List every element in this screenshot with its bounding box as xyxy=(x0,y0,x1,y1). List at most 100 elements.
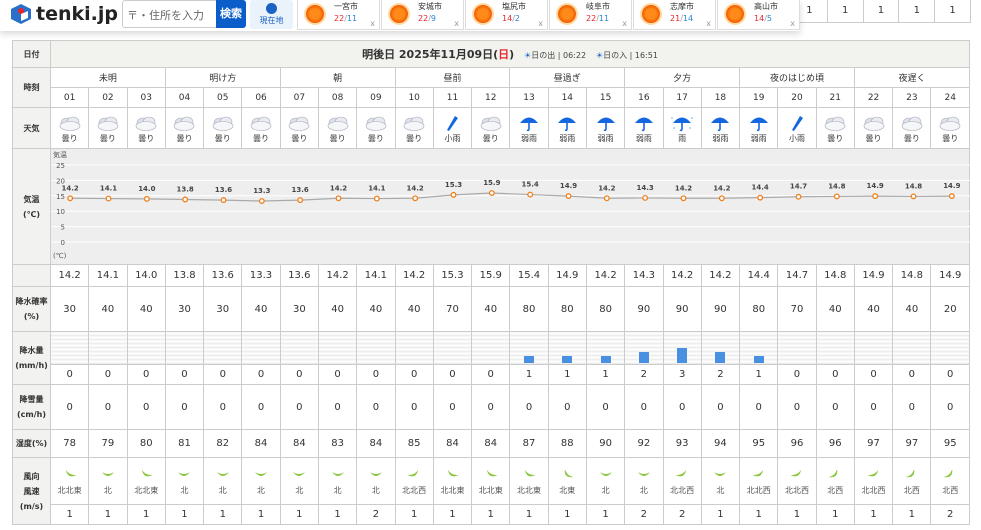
temp-value-cell: 14.2 xyxy=(700,264,741,287)
favorite-city-card[interactable]: 岐阜市 22/11 x xyxy=(549,0,632,30)
wind-dir-cell: 北東 xyxy=(547,457,587,505)
y-axis-title: 気温 xyxy=(53,150,67,159)
wind-dir-text: 北 xyxy=(218,485,227,495)
remove-favorite-button[interactable]: x xyxy=(622,19,627,28)
favorite-city-card[interactable]: 一宮市 22/11 x xyxy=(297,0,380,30)
temperature-data-label: 13.3 xyxy=(253,187,270,195)
precip-value-cell: 0 xyxy=(815,364,855,385)
temp-value-cell: 13.6 xyxy=(203,264,243,287)
precip-prob-cell: 90 xyxy=(662,286,702,332)
temperature-data-label: 13.8 xyxy=(177,185,194,193)
snow-cell: 0 xyxy=(815,384,855,430)
search-input[interactable]: 〒・住所を入力 xyxy=(122,0,217,28)
weather-text: 曇り xyxy=(214,133,231,143)
temp-value-cell: 13.6 xyxy=(279,264,319,287)
precip-bar-cell xyxy=(815,331,855,365)
remove-favorite-button[interactable]: x xyxy=(370,19,375,28)
wind-direction-icon xyxy=(828,469,838,477)
remove-favorite-button[interactable]: x xyxy=(790,19,795,28)
row-label-text: 時刻 xyxy=(23,83,40,92)
humidity-cell: 78 xyxy=(49,429,90,458)
temperature-point xyxy=(757,194,764,201)
row-label: 気温 (℃) xyxy=(12,148,51,265)
temp-value-cell: 15.3 xyxy=(432,264,473,287)
wind-speed-cell: 1 xyxy=(432,504,473,525)
precip-bar-cell xyxy=(49,331,90,365)
umbrella-icon xyxy=(596,117,615,131)
weather-cell: 曇り xyxy=(394,107,434,149)
wind-direction-icon xyxy=(65,469,77,476)
humidity-cell: 93 xyxy=(662,429,702,458)
wind-speed-cell: 1 xyxy=(585,504,626,525)
wind-speed-cell: 1 xyxy=(279,504,319,525)
precip-bar-cell xyxy=(126,331,166,365)
precip-value-cell: 0 xyxy=(471,364,511,385)
temperature-data-label: 14.3 xyxy=(637,184,654,192)
temperature-point xyxy=(182,196,189,203)
weather-text: 小雨 xyxy=(788,133,805,143)
hour-cell: 20 xyxy=(777,87,817,108)
wind-dir-cell: 北 xyxy=(203,457,243,505)
temp-value-cell: 15.9 xyxy=(471,264,511,287)
wind-dir-text: 北東 xyxy=(559,485,576,495)
row-label: 天気 xyxy=(12,107,51,149)
wind-dir-text: 北西 xyxy=(942,485,959,495)
city-name: 一宮市 xyxy=(334,2,358,11)
current-location-button[interactable]: 現在地 xyxy=(250,0,293,29)
low-temp: 2 xyxy=(514,14,520,23)
search-button[interactable]: 検索 xyxy=(216,0,246,28)
low-temp: 5 xyxy=(766,14,772,23)
precip-prob-cell: 40 xyxy=(815,286,855,332)
hour-cell: 11 xyxy=(432,87,473,108)
sunset-icon: ☀ xyxy=(595,51,604,60)
remove-favorite-button[interactable]: x xyxy=(706,19,711,28)
favorite-city-card[interactable]: 志摩市 21/14 x xyxy=(633,0,716,30)
wind-dir-text: 北北西 xyxy=(861,485,886,495)
snow-cell: 0 xyxy=(471,384,511,430)
hour-cell: 23 xyxy=(892,87,932,108)
favorite-city-card[interactable]: 安城市 22/9 x xyxy=(381,0,464,30)
wind-dir-text: 北西 xyxy=(827,485,844,495)
precip-value-cell: 1 xyxy=(739,364,779,385)
wind-dir-cell: 北 xyxy=(356,457,396,505)
wind-dir-cell: 北北東 xyxy=(126,457,166,505)
precip-prob-cell: 70 xyxy=(432,286,473,332)
temperature-point xyxy=(833,193,840,200)
sunset: ☀日の入 | 16:51 xyxy=(595,51,658,60)
wind-direction-icon xyxy=(675,469,687,476)
favorite-city-card[interactable]: 高山市 14/5 x xyxy=(717,0,800,30)
snow-cell: 0 xyxy=(892,384,932,430)
favorite-city-card[interactable]: 塩尻市 14/2 x xyxy=(465,0,548,30)
snow-cell: 0 xyxy=(700,384,741,430)
remove-favorite-button[interactable]: x xyxy=(454,19,459,28)
humidity-cell: 90 xyxy=(585,429,626,458)
hour-cell: 05 xyxy=(203,87,243,108)
humidity-cell: 85 xyxy=(394,429,434,458)
tenki-logo[interactable]: tenki.jp xyxy=(10,3,118,25)
wind-dir-text: 北北東 xyxy=(478,485,503,495)
temp-value-cell: 14.2 xyxy=(585,264,626,287)
hour-cell: 19 xyxy=(739,87,779,108)
hour-cell: 07 xyxy=(279,87,319,108)
humidity-cell: 97 xyxy=(892,429,932,458)
location-arrow-icon xyxy=(266,3,277,14)
humidity-cell: 84 xyxy=(279,429,319,458)
temp-value-cell: 14.8 xyxy=(815,264,855,287)
wind-dir-text: 北 xyxy=(180,485,189,495)
weather-text: 弱雨 xyxy=(712,133,729,143)
hour-cell: 09 xyxy=(356,87,396,108)
temperature-data-label: 15.4 xyxy=(522,181,539,189)
temperature-point xyxy=(872,193,879,200)
wind-dir-cell: 北北西 xyxy=(739,457,779,505)
temperature-data-label: 15.3 xyxy=(445,181,462,189)
precip-bar xyxy=(600,356,611,363)
temperature-point xyxy=(527,191,534,198)
wind-dir-cell: 北 xyxy=(624,457,664,505)
y-tick-label: 5 xyxy=(61,224,65,232)
precip-value-cell: 0 xyxy=(892,364,932,385)
wind-dir-cell: 北 xyxy=(88,457,128,505)
remove-favorite-button[interactable]: x xyxy=(538,19,543,28)
wind-dir-cell: 北北西 xyxy=(394,457,434,505)
temperature-data-label: 14.2 xyxy=(713,184,730,192)
